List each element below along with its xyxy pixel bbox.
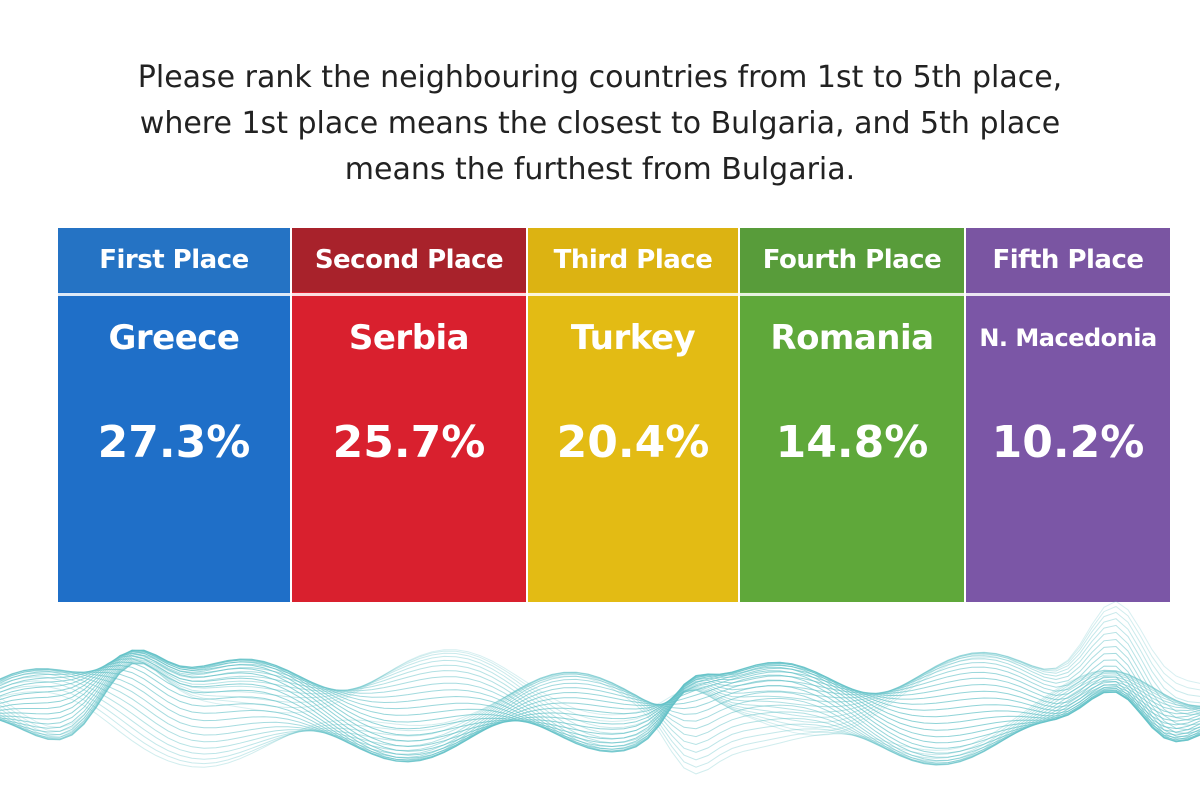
wave-line (0, 611, 1200, 736)
wave-line (0, 652, 1200, 752)
wave-line (0, 669, 1200, 775)
country-name: Romania (770, 318, 934, 358)
wave-line (0, 670, 1200, 761)
wave-line (0, 670, 1200, 766)
country-name: N. Macedonia (979, 324, 1157, 352)
divider (58, 293, 290, 296)
wave-line (0, 658, 1200, 759)
wave-line (0, 668, 1200, 766)
wave-line (0, 649, 1200, 744)
wave-line (0, 655, 1200, 756)
rank-label: Fifth Place (966, 228, 1170, 292)
percentage-label: 14.8% (775, 417, 929, 468)
wave-line (0, 605, 1200, 733)
rank-card-1: First Place Greece 27.3% (58, 228, 290, 602)
country-name: Serbia (348, 318, 470, 358)
rank-label: Second Place (292, 228, 526, 292)
survey-question: Please rank the neighbouring countries f… (100, 55, 1100, 193)
question-line-1: Please rank the neighbouring countries f… (137, 60, 1063, 95)
wave-line (0, 649, 1200, 742)
wave-line (0, 631, 1200, 744)
wave-line (0, 618, 1200, 738)
decorative-wave-graphic (0, 600, 1200, 775)
rank-label: Third Place (528, 228, 738, 292)
wave-line (0, 664, 1200, 763)
wave-line (0, 649, 1200, 742)
divider (966, 293, 1170, 296)
wave-line (0, 661, 1200, 761)
wave-line (0, 624, 1200, 740)
divider (292, 293, 526, 296)
wave-line (0, 671, 1200, 762)
wave-line (0, 638, 1200, 748)
percentage-label: 10.2% (991, 417, 1145, 468)
question-line-3: means the furthest from Bulgaria. (344, 152, 856, 187)
rank-card-2: Second Place Serbia 25.7% (292, 228, 526, 602)
rank-card-5: Fifth Place N. Macedonia 10.2% (966, 228, 1170, 602)
wave-line (0, 600, 1200, 736)
country-name: Turkey (570, 318, 696, 358)
wave-line (0, 650, 1200, 748)
divider (740, 293, 964, 296)
wave-line (0, 652, 1200, 753)
wave-line (0, 672, 1200, 765)
percentage-label: 25.7% (332, 417, 486, 468)
rank-label: Fourth Place (740, 228, 964, 292)
question-line-2: where 1st place means the closest to Bul… (139, 106, 1061, 141)
wave-line (0, 668, 1200, 766)
percentage-label: 20.4% (556, 417, 710, 468)
percentage-label: 27.3% (97, 417, 251, 468)
wave-line (0, 668, 1200, 763)
ranking-cards: First Place Greece 27.3% Second Place Se… (58, 228, 1170, 602)
wave-line (0, 669, 1200, 768)
rank-card-4: Fourth Place Romania 14.8% (740, 228, 964, 602)
divider (528, 293, 738, 296)
rank-card-3: Third Place Turkey 20.4% (528, 228, 738, 602)
rank-label: First Place (58, 228, 290, 292)
country-name: Greece (108, 318, 240, 358)
